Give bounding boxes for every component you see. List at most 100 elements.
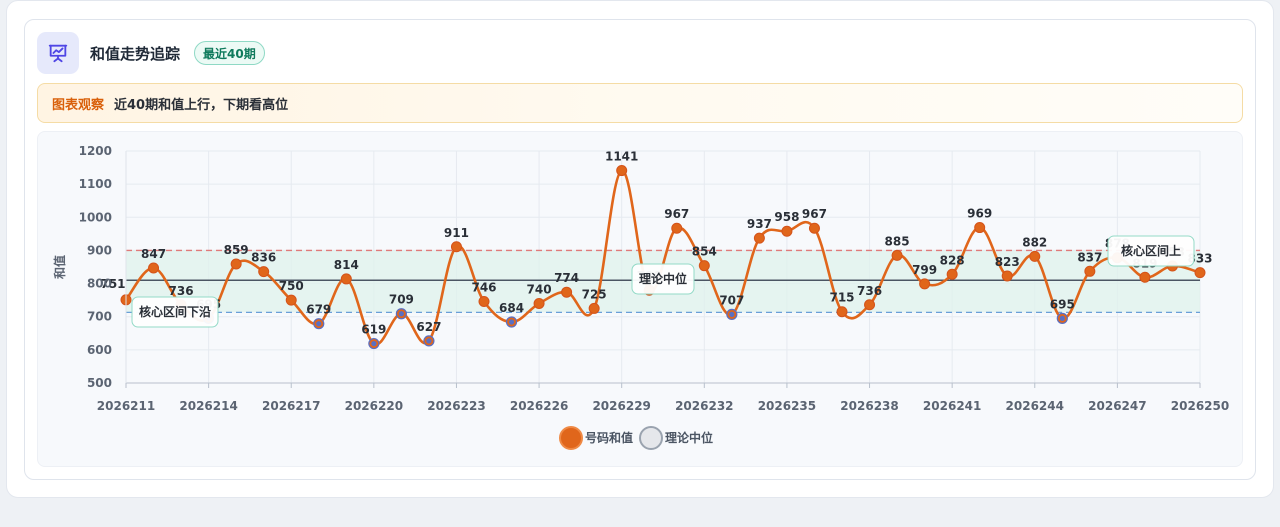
data-label: 736 — [857, 284, 882, 298]
data-label: 619 — [361, 323, 386, 337]
x-tick-label: 2026235 — [758, 399, 816, 413]
data-label: 750 — [279, 279, 304, 293]
data-point-low-marker — [729, 311, 735, 317]
data-label: 751 — [100, 277, 125, 291]
legend-swatch-median — [639, 426, 663, 450]
y-tick-label: 700 — [87, 310, 112, 324]
x-tick-label: 2026220 — [345, 399, 403, 413]
data-point — [781, 225, 793, 237]
data-point-low-marker — [371, 340, 377, 347]
y-tick-label: 1000 — [79, 210, 112, 224]
data-point — [258, 266, 270, 278]
data-point-low-marker — [1059, 315, 1065, 321]
annotation-text: 核心区间上 — [1121, 243, 1181, 258]
annotation-box — [1107, 235, 1195, 267]
data-point — [148, 262, 160, 274]
data-point — [864, 299, 876, 311]
annotation-box — [131, 296, 219, 328]
x-tick-label: 2026211 — [97, 399, 155, 413]
data-point-low-marker — [426, 338, 432, 344]
data-point — [340, 273, 352, 285]
x-tick-label: 2026217 — [262, 399, 320, 413]
observation-banner: 图表观察 近40期和值上行，下期看高位 — [37, 83, 1243, 123]
data-label: 627 — [416, 320, 441, 334]
data-label: 911 — [444, 226, 469, 240]
annotation-text: 核心区间下沿 — [139, 304, 211, 319]
data-point — [671, 222, 683, 234]
data-label: 837 — [1077, 250, 1102, 264]
data-label: 823 — [995, 255, 1020, 269]
data-label: 847 — [141, 247, 166, 261]
data-point — [478, 295, 490, 307]
data-label: 774 — [554, 271, 579, 285]
x-tick-label: 2026247 — [1088, 399, 1146, 413]
data-label: 709 — [389, 293, 414, 307]
data-label: 740 — [527, 282, 552, 296]
data-point-low-marker — [398, 311, 404, 317]
legend-label-sum: 号码和值 — [585, 430, 633, 445]
data-label: 967 — [802, 207, 827, 221]
data-point — [946, 268, 958, 280]
annotation-box — [631, 263, 695, 295]
y-tick-label: 800 — [87, 277, 112, 291]
observation-text: 近40期和值上行，下期看高位 — [114, 97, 289, 113]
x-tick-label: 2026223 — [427, 399, 485, 413]
x-tick-label: 2026250 — [1171, 399, 1229, 413]
data-label: 854 — [692, 245, 717, 259]
data-point — [285, 294, 297, 306]
presentation-chart-icon — [37, 32, 79, 74]
data-point — [1029, 250, 1041, 262]
data-point — [533, 297, 545, 309]
data-label: 958 — [774, 210, 799, 224]
data-label: 679 — [306, 303, 331, 317]
data-point — [561, 286, 573, 298]
legend-label-median: 理论中位 — [665, 430, 713, 445]
x-tick-label: 2026226 — [510, 399, 568, 413]
y-tick-label: 600 — [87, 343, 112, 357]
x-tick-label: 2026232 — [675, 399, 733, 413]
x-tick-label: 2026244 — [1006, 399, 1064, 413]
data-point — [1001, 270, 1013, 282]
data-point — [891, 249, 903, 261]
y-tick-label: 500 — [87, 376, 112, 390]
data-label: 715 — [829, 291, 854, 305]
data-label: 814 — [334, 258, 359, 272]
data-point-low-marker — [508, 319, 515, 325]
data-label: 828 — [940, 253, 965, 267]
annotation-text: 理论中位 — [639, 271, 687, 286]
data-label: 885 — [885, 234, 910, 248]
data-point — [450, 241, 462, 253]
data-point — [753, 232, 765, 244]
data-label: 1141 — [605, 150, 638, 164]
data-point — [1139, 271, 1151, 283]
data-label: 799 — [912, 263, 937, 277]
data-label: 937 — [747, 217, 772, 231]
data-label: 859 — [224, 243, 249, 257]
period-badge: 最近40期 — [194, 41, 265, 65]
data-label: 707 — [719, 293, 744, 307]
data-label: 725 — [582, 287, 607, 301]
data-point — [698, 260, 710, 272]
y-tick-label: 1100 — [79, 177, 112, 191]
data-label: 684 — [499, 301, 524, 315]
data-label: 746 — [471, 280, 496, 294]
x-tick-label: 2026229 — [592, 399, 650, 413]
data-point — [808, 222, 820, 234]
card-title: 和值走势追踪 — [90, 45, 181, 63]
y-tick-label: 900 — [87, 243, 112, 257]
data-point — [230, 258, 242, 270]
x-tick-label: 2026214 — [179, 399, 237, 413]
data-label: 836 — [251, 251, 276, 265]
data-point — [616, 165, 628, 177]
data-label: 695 — [1050, 297, 1075, 311]
data-point — [974, 222, 986, 234]
y-axis-title: 和值 — [52, 255, 67, 280]
x-tick-label: 2026241 — [923, 399, 981, 413]
data-point — [836, 306, 848, 318]
y-tick-label: 1200 — [79, 144, 112, 158]
data-label: 969 — [967, 207, 992, 221]
data-point — [1084, 265, 1096, 277]
data-point — [588, 302, 600, 314]
observation-tag: 图表观察 — [52, 97, 105, 113]
